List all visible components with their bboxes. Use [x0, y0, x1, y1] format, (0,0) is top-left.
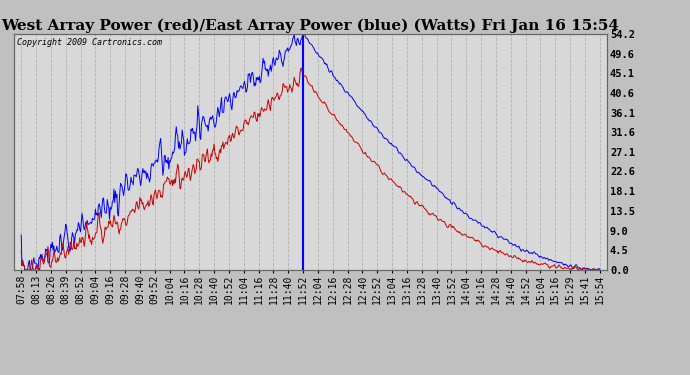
Title: West Array Power (red)/East Array Power (blue) (Watts) Fri Jan 16 15:54: West Array Power (red)/East Array Power …: [1, 18, 620, 33]
Text: Copyright 2009 Cartronics.com: Copyright 2009 Cartronics.com: [17, 39, 161, 48]
